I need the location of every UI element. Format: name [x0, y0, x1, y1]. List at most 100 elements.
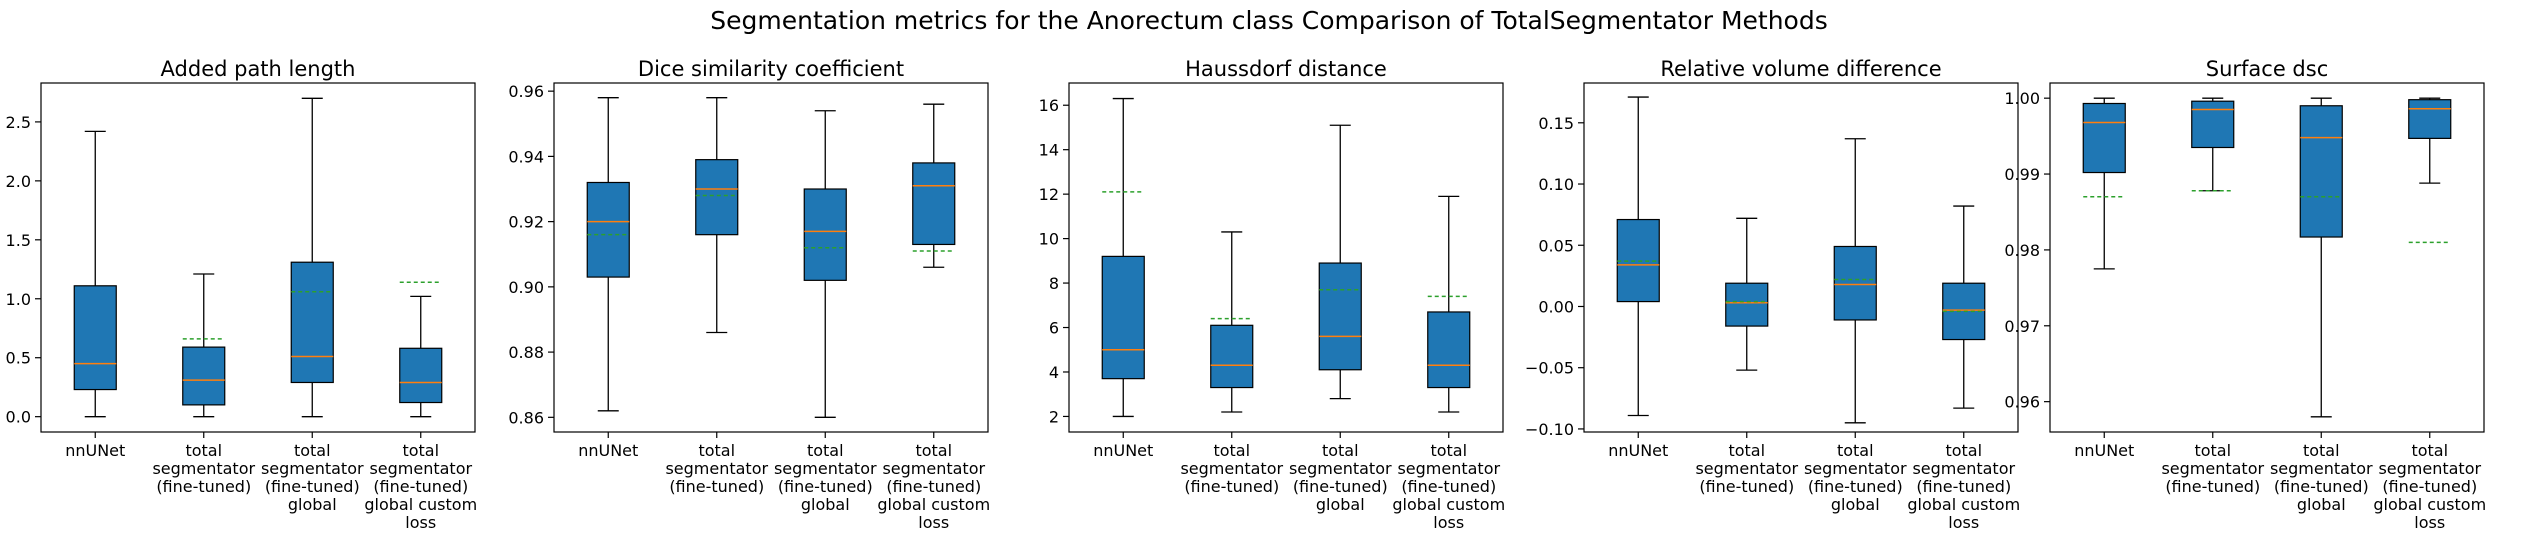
- x-tick-label: nnUNet: [65, 441, 125, 460]
- x-tick-label: total segmentator (fine-tuned) global: [2270, 441, 2373, 514]
- y-tick-label: 0.0: [6, 408, 31, 427]
- x-tick-label-line: (fine-tuned): [778, 477, 873, 496]
- y-tick-label: 12: [1039, 185, 1059, 204]
- axes-frame: [2049, 82, 2485, 433]
- box-1: nnUNet: [2074, 97, 2134, 460]
- x-tick-label: total segmentator (fine-tuned) global custo…: [877, 441, 990, 532]
- x-tick-label-line: segmentator: [2161, 459, 2264, 478]
- y-tick-label: 16: [1039, 96, 1059, 115]
- iqr-box: [399, 347, 443, 404]
- y-tick-label: 0.86: [508, 408, 544, 427]
- x-tick-label-line: global: [1831, 495, 1880, 514]
- box-4: total segmentator (fine-tuned) global custo…: [364, 281, 477, 532]
- x-tick-label-line: (fine-tuned): [669, 477, 764, 496]
- x-tick-label-line: segmentator: [369, 459, 472, 478]
- x-tick-label: nnUNet: [1608, 441, 1668, 460]
- x-tick-label-line: segmentator: [1180, 459, 1283, 478]
- x-tick-label: total segmentator (fine-tuned): [152, 441, 255, 496]
- y-tick-label: 2.5: [6, 113, 31, 132]
- iqr-box: [586, 181, 630, 278]
- y-tick-label: 1.5: [6, 231, 31, 250]
- box-4: total segmentator (fine-tuned) global custo…: [1392, 195, 1505, 532]
- x-tick-label-line: loss: [405, 513, 436, 532]
- x-tick-label: total segmentator (fine-tuned) global: [261, 441, 364, 514]
- axes-frame: [1583, 82, 2019, 433]
- x-tick-label: total segmentator (fine-tuned): [2161, 441, 2264, 496]
- x-tick-label-line: segmentator: [261, 459, 364, 478]
- x-tick-label-line: loss: [2414, 513, 2445, 532]
- y-tick-label: 0.90: [508, 278, 544, 297]
- x-tick-label: total segmentator (fine-tuned) global custo…: [1907, 441, 2020, 532]
- x-tick-label-line: total: [1728, 441, 1765, 460]
- x-tick-label: total segmentator (fine-tuned) global: [1804, 441, 1907, 514]
- x-tick-label-line: (fine-tuned): [373, 477, 468, 496]
- iqr-box: [182, 346, 226, 406]
- x-tick-label-line: global custom: [364, 495, 477, 514]
- x-tick-label-line: segmentator: [665, 459, 768, 478]
- x-tick-label-line: segmentator: [882, 459, 985, 478]
- axes-frame: [40, 82, 476, 433]
- y-tick-label: 14: [1039, 141, 1059, 160]
- x-tick-label-line: global: [288, 495, 337, 514]
- iqr-box: [1318, 262, 1362, 371]
- box-3: total segmentator (fine-tuned) global: [2270, 97, 2373, 514]
- axes-frame: [1068, 82, 1504, 433]
- box-3: total segmentator (fine-tuned) global: [774, 110, 877, 514]
- x-tick-label-line: total: [1322, 441, 1359, 460]
- x-tick-label-line: total: [915, 441, 952, 460]
- x-tick-label-line: segmentator: [774, 459, 877, 478]
- x-tick-label-line: total: [402, 441, 439, 460]
- iqr-box: [803, 188, 847, 281]
- box-2: total segmentator (fine-tuned): [152, 273, 255, 496]
- iqr-box: [1101, 255, 1145, 380]
- box-3: total segmentator (fine-tuned) global: [1289, 124, 1392, 514]
- y-tick-label: 8: [1049, 274, 1059, 293]
- y-tick-label: 1.00: [2004, 89, 2040, 108]
- box-1: nnUNet: [65, 130, 125, 460]
- x-tick-label-line: segmentator: [1695, 459, 1798, 478]
- box-3: total segmentator (fine-tuned) global: [261, 97, 364, 514]
- y-tick-label: 0.97: [2004, 317, 2040, 336]
- x-tick-label: total segmentator (fine-tuned) global: [774, 441, 877, 514]
- iqr-box: [1725, 282, 1769, 327]
- box-2: total segmentator (fine-tuned): [1695, 217, 1798, 496]
- iqr-box: [912, 162, 956, 246]
- x-tick-label: total segmentator (fine-tuned) global: [1289, 441, 1392, 514]
- y-tick-label: 0.92: [508, 213, 544, 232]
- x-tick-label-line: loss: [1948, 513, 1979, 532]
- x-tick-label: total segmentator (fine-tuned) global custo…: [1392, 441, 1505, 532]
- x-tick-label-line: (fine-tuned): [1184, 477, 1279, 496]
- iqr-box: [73, 285, 117, 391]
- x-tick-label-line: segmentator: [1804, 459, 1907, 478]
- box-2: total segmentator (fine-tuned): [665, 97, 768, 496]
- iqr-box: [2299, 105, 2343, 238]
- x-tick-label-line: segmentator: [2378, 459, 2481, 478]
- x-tick-label-line: global: [801, 495, 850, 514]
- x-tick-label-line: global custom: [2373, 495, 2486, 514]
- y-tick-label: 2.0: [6, 172, 31, 191]
- y-tick-label: −0.05: [1525, 359, 1574, 378]
- x-tick-label: total segmentator (fine-tuned): [665, 441, 768, 496]
- x-tick-label-line: segmentator: [1912, 459, 2015, 478]
- y-tick-label: 0.98: [2004, 241, 2040, 260]
- y-tick-label: 4: [1049, 363, 1059, 382]
- box-2: total segmentator (fine-tuned): [2161, 97, 2264, 496]
- y-tick-label: 0.00: [1538, 297, 1574, 316]
- panel-3: Haussdorf distance 2 4 6 8 10 12 14 16 nnUNet tota…: [1039, 57, 1506, 532]
- x-tick-label-line: global: [2297, 495, 2346, 514]
- x-tick-label-line: (fine-tuned): [2274, 477, 2369, 496]
- x-tick-label-line: (fine-tuned): [156, 477, 251, 496]
- y-tick-label: 0.10: [1538, 175, 1574, 194]
- x-tick-label-line: global: [1316, 495, 1365, 514]
- x-tick-label-line: loss: [918, 513, 949, 532]
- iqr-box: [2191, 100, 2235, 149]
- iqr-box: [1210, 324, 1254, 389]
- y-tick-label: 0.99: [2004, 165, 2040, 184]
- x-tick-label-line: global custom: [1907, 495, 2020, 514]
- x-tick-label-line: total: [807, 441, 844, 460]
- x-tick-label-line: nnUNet: [578, 441, 638, 460]
- panel-2: Dice similarity coefficient 0.86 0.88 0.90 0…: [508, 57, 990, 532]
- x-tick-label-line: (fine-tuned): [1699, 477, 1794, 496]
- panel-title: Surface dsc: [2206, 57, 2329, 81]
- x-tick-label: total segmentator (fine-tuned) global custo…: [2373, 441, 2486, 532]
